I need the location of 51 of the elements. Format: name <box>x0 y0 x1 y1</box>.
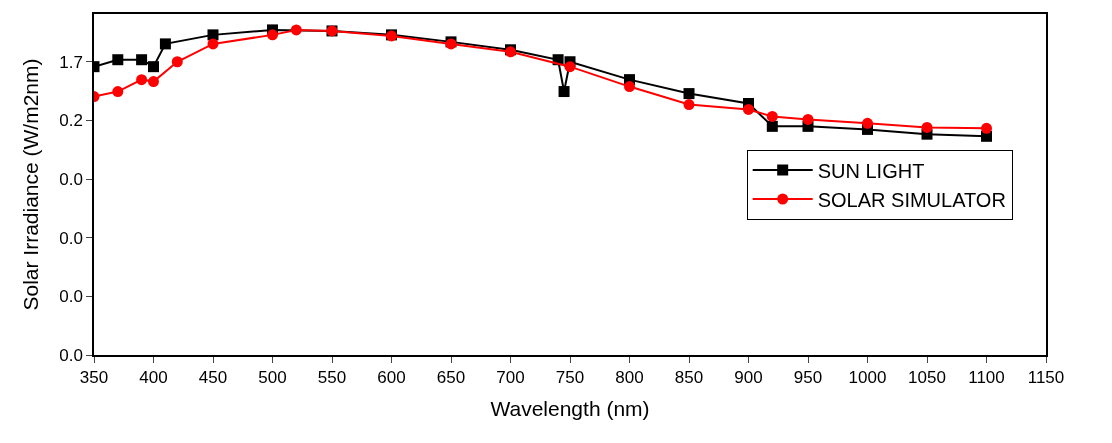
x-tick-label: 400 <box>139 368 168 388</box>
y-tick-label: 0.0 <box>59 170 83 190</box>
point <box>981 122 992 134</box>
point <box>207 38 219 50</box>
point <box>743 103 754 115</box>
point <box>159 38 171 50</box>
point <box>136 54 148 66</box>
x-tick-label: 1100 <box>968 368 1005 388</box>
x-tick-label: 1050 <box>908 368 946 388</box>
point <box>267 29 278 41</box>
y-axis-title: Solar Irradiance (W/m2nm) <box>18 58 42 311</box>
x-tick-label: 850 <box>674 368 704 388</box>
point <box>921 121 933 133</box>
y-tick-label: 0.2 <box>59 111 83 131</box>
point <box>766 110 778 122</box>
x-tick-label: 750 <box>555 368 585 388</box>
x-tick-label: 900 <box>734 368 763 388</box>
legend-label: SOLAR SIMULATOR <box>817 188 1006 211</box>
point <box>683 99 695 111</box>
point <box>148 61 159 73</box>
y-tick-label: 0.0 <box>59 287 83 307</box>
point <box>862 117 873 129</box>
point <box>558 86 570 98</box>
x-axis-title: Wavelength (nm) <box>490 396 650 420</box>
point <box>112 86 124 98</box>
point <box>624 81 635 93</box>
x-tick-label: 600 <box>377 368 406 388</box>
y-tick-label: 1.7 <box>59 52 83 72</box>
x-tick-label: 800 <box>615 368 644 388</box>
x-tick-label: 450 <box>198 368 228 388</box>
x-tick-label: 950 <box>793 368 823 388</box>
point <box>171 56 183 68</box>
x-tick-label: 550 <box>317 368 347 388</box>
point <box>136 74 148 86</box>
point <box>683 88 695 100</box>
x-tick-label: 700 <box>496 368 525 388</box>
point <box>564 61 576 73</box>
x-tick-label: 650 <box>436 368 466 388</box>
point <box>148 76 159 88</box>
legend-label: SUN LIGHT <box>817 159 925 182</box>
y-tick-label: 0.0 <box>59 345 83 365</box>
point <box>207 29 219 41</box>
point <box>766 120 778 132</box>
x-tick-label: 1000 <box>848 368 887 388</box>
x-tick-label: 350 <box>79 368 109 388</box>
y-tick-label: 0.0 <box>59 228 83 248</box>
point <box>112 54 124 66</box>
x-tick-label: 1150 <box>1027 368 1065 388</box>
point <box>802 113 814 125</box>
x-tick-label: 500 <box>258 368 287 388</box>
point <box>290 24 302 36</box>
